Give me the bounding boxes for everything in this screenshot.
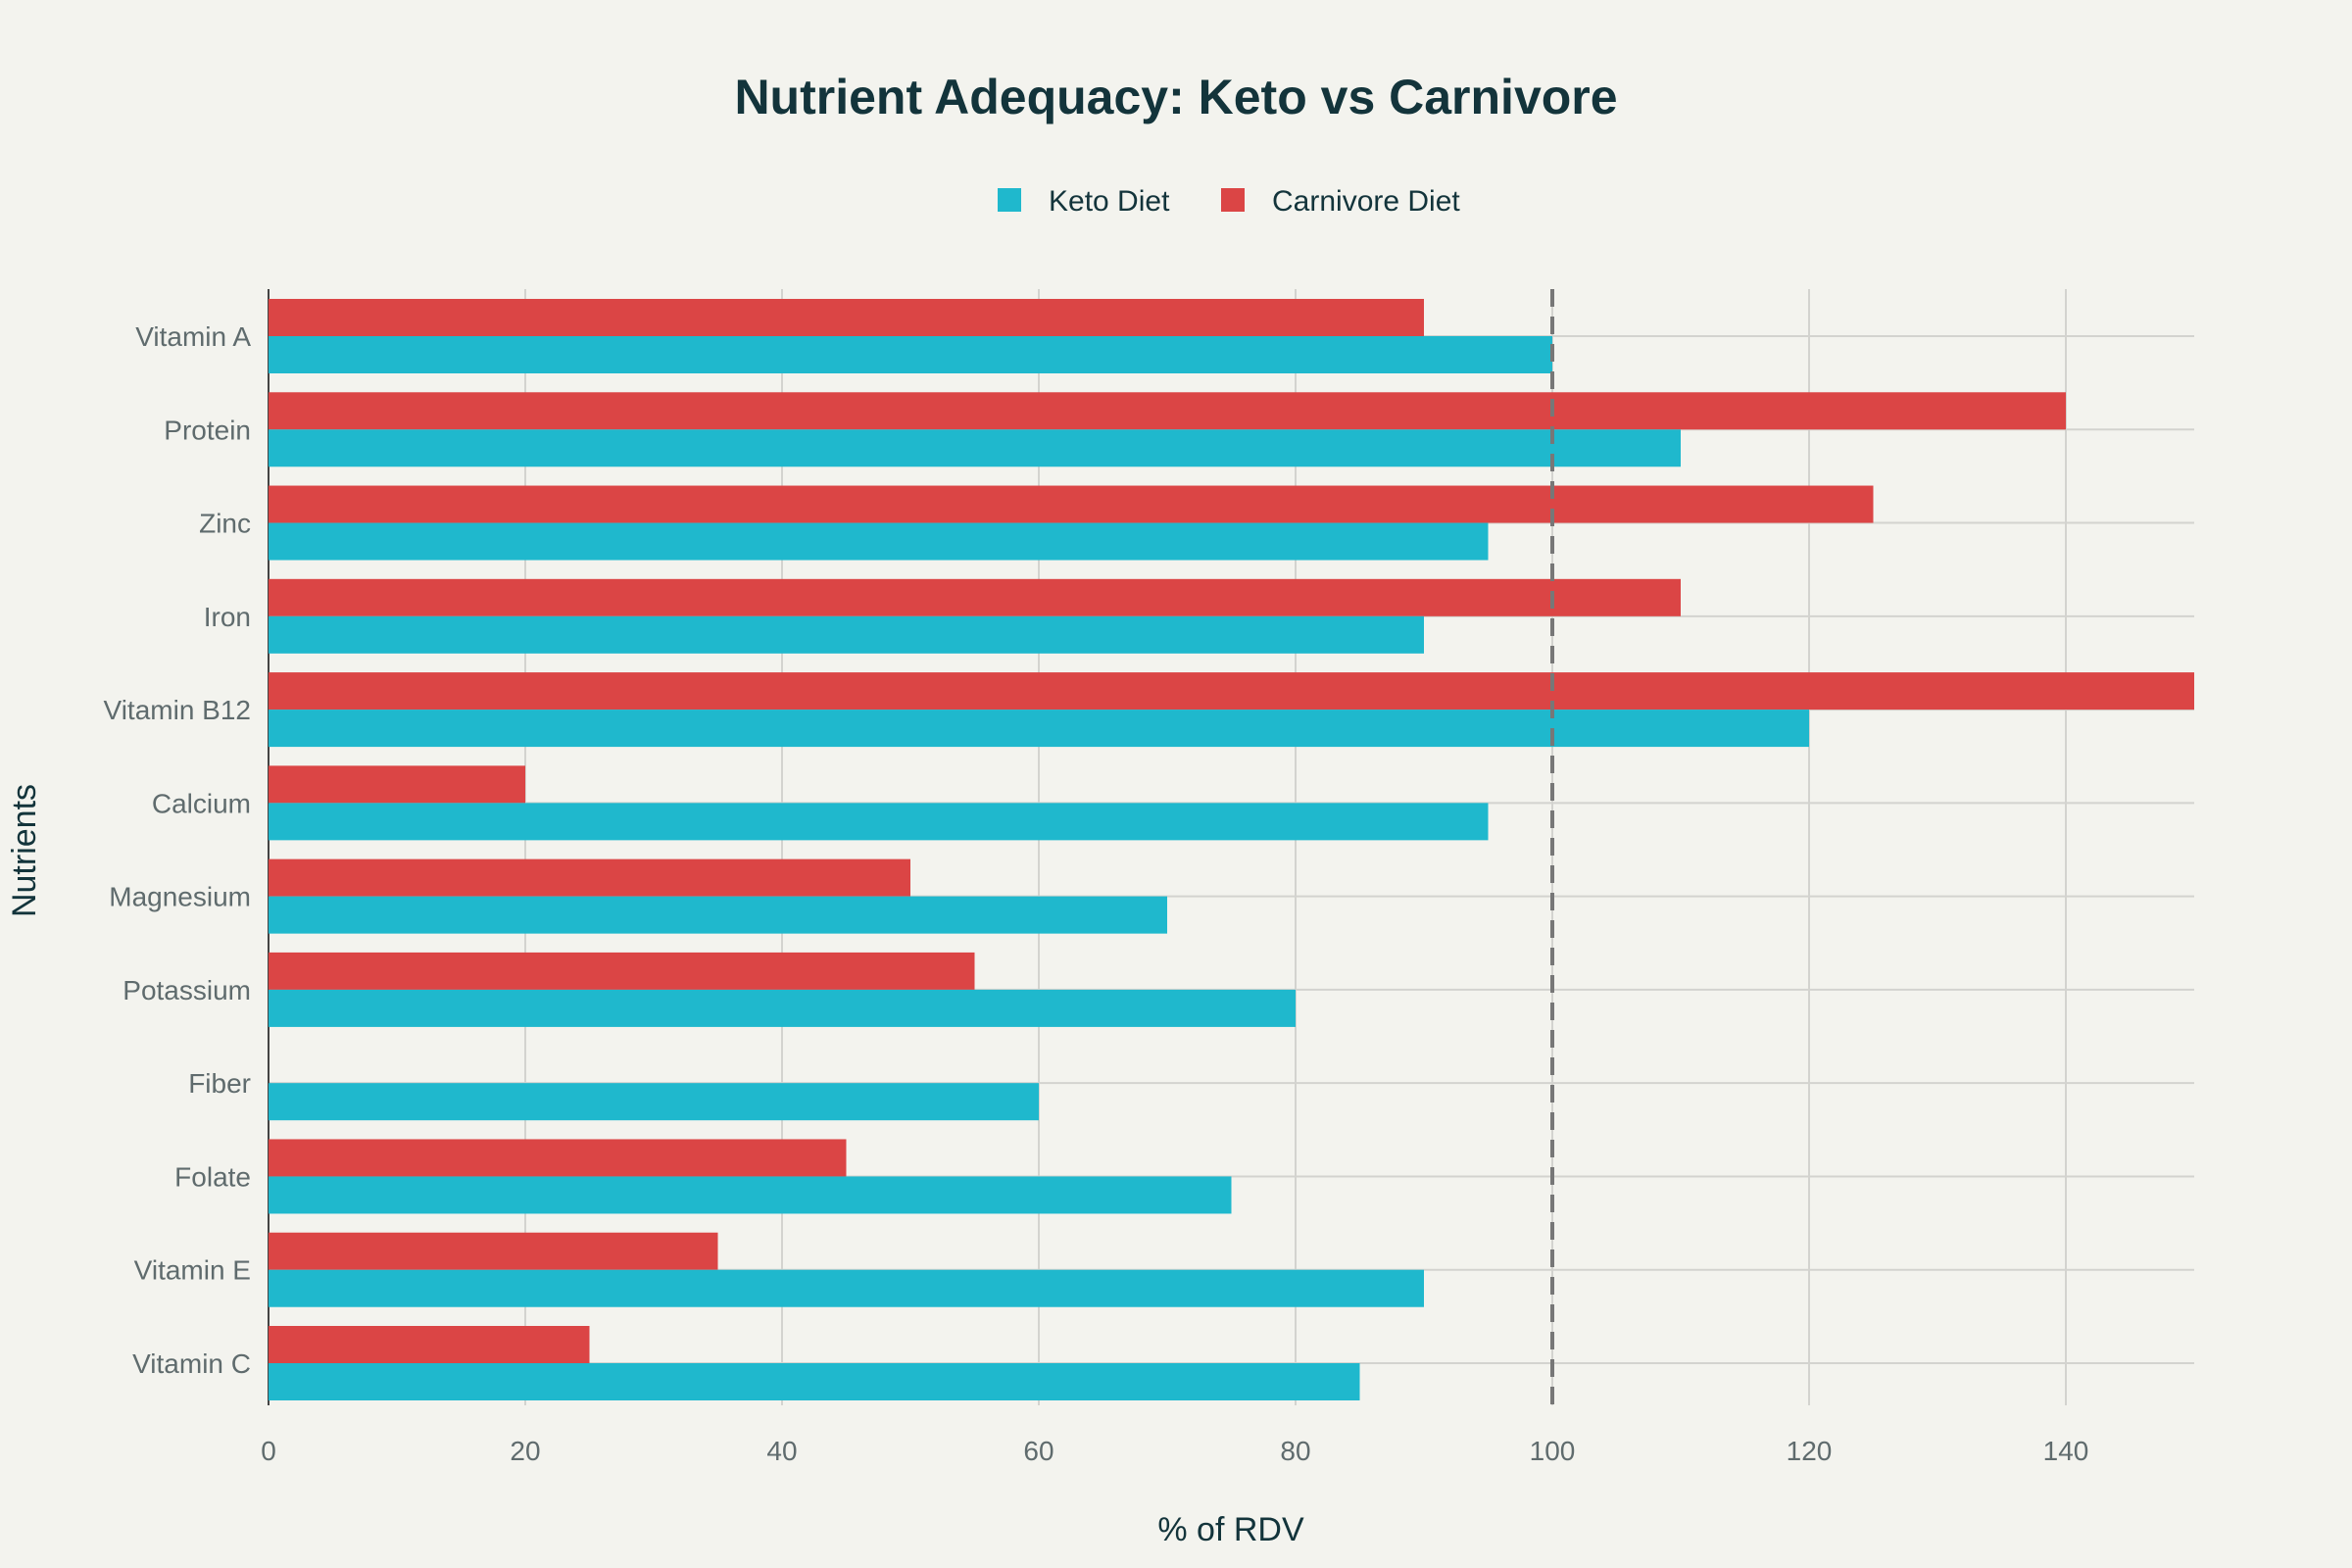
bar-carnivore-protein[interactable] — [269, 392, 2066, 430]
legend-label[interactable]: Carnivore Diet — [1272, 185, 1460, 218]
legend[interactable]: Keto Diet Carnivore Diet — [998, 185, 1460, 218]
y-tick-label: Vitamin A — [135, 321, 251, 352]
x-tick-label: 80 — [1280, 1436, 1310, 1466]
x-axis-label: % of RDV — [1157, 1511, 1304, 1548]
bar-carnivore-magnesium[interactable] — [269, 858, 910, 897]
y-tick-label: Vitamin B12 — [104, 695, 251, 725]
bar-keto-folate[interactable] — [269, 1176, 1232, 1214]
bar-carnivore-vitamin-a[interactable] — [269, 299, 1424, 336]
bar-carnivore-potassium[interactable] — [269, 952, 975, 990]
bars — [269, 299, 2194, 1400]
bar-keto-fiber[interactable] — [269, 1083, 1039, 1121]
bar-keto-vitamin-b12[interactable] — [269, 710, 1809, 748]
y-axis-label: Nutrients — [6, 784, 43, 917]
bar-keto-calcium[interactable] — [269, 803, 1489, 841]
x-tick-label: 20 — [510, 1436, 540, 1466]
x-tick-label: 100 — [1530, 1436, 1576, 1466]
chart-title: Nutrient Adequacy: Keto vs Carnivore — [734, 70, 1617, 124]
bar-carnivore-vitamin-c[interactable] — [269, 1326, 590, 1363]
x-tick-labels: 0 20 40 60 80 100 120 140 — [261, 1436, 2088, 1466]
x-tick-label: 0 — [261, 1436, 276, 1466]
legend-swatch — [998, 188, 1021, 212]
bar-carnivore-zinc[interactable] — [269, 485, 1874, 523]
legend-swatch — [1221, 188, 1245, 212]
bar-keto-iron[interactable] — [269, 615, 1424, 654]
y-tick-label: Potassium — [122, 975, 251, 1005]
bar-carnivore-vitamin-e[interactable] — [269, 1232, 718, 1270]
bar-carnivore-iron[interactable] — [269, 578, 1681, 616]
y-tick-label: Vitamin E — [134, 1255, 251, 1286]
y-tick-labels: Vitamin A Protein Zinc Iron Vitamin B12 Calci… — [104, 321, 252, 1379]
x-tick-label: 140 — [2043, 1436, 2089, 1466]
bar-carnivore-folate[interactable] — [269, 1139, 847, 1177]
y-tick-label: Zinc — [199, 509, 251, 539]
y-tick-label: Vitamin C — [132, 1348, 251, 1379]
x-tick-label: 40 — [766, 1436, 797, 1466]
x-tick-label: 60 — [1023, 1436, 1054, 1466]
y-tick-label: Protein — [164, 415, 251, 445]
bar-carnivore-calcium[interactable] — [269, 765, 525, 804]
y-tick-label: Calcium — [152, 788, 251, 818]
y-tick-label: Magnesium — [109, 882, 251, 912]
x-tick-label: 120 — [1787, 1436, 1833, 1466]
y-tick-label: Iron — [204, 602, 251, 632]
y-tick-label: Fiber — [188, 1068, 251, 1099]
bar-keto-zinc[interactable] — [269, 522, 1489, 561]
bar-keto-protein[interactable] — [269, 429, 1681, 467]
bar-keto-vitamin-a[interactable] — [269, 336, 1552, 373]
bar-keto-vitamin-c[interactable] — [269, 1363, 1360, 1400]
bar-keto-potassium[interactable] — [269, 989, 1296, 1027]
bar-keto-vitamin-e[interactable] — [269, 1269, 1424, 1307]
bar-keto-magnesium[interactable] — [269, 896, 1167, 934]
legend-label[interactable]: Keto Diet — [1049, 185, 1170, 218]
bar-carnivore-vitamin-b12[interactable] — [269, 672, 2194, 710]
y-tick-label: Folate — [174, 1161, 251, 1192]
